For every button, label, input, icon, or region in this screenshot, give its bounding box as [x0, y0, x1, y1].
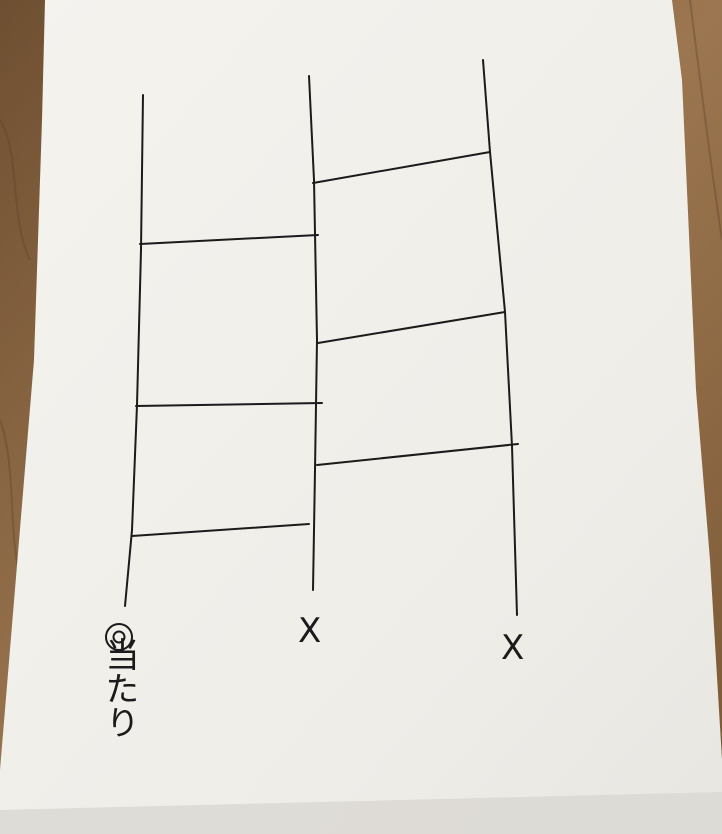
- rung-middle-right-1: [312, 151, 491, 184]
- middle-vertical-rail: [308, 75, 319, 591]
- double-circle-icon: [105, 623, 133, 651]
- left-result-label: 当たり: [99, 637, 139, 739]
- rung-left-middle-3: [131, 523, 310, 537]
- rung-left-middle-1: [139, 234, 319, 245]
- right-result-label: X: [501, 628, 524, 668]
- rung-left-middle-2: [135, 402, 323, 407]
- middle-result-label: X: [298, 611, 321, 651]
- rung-middle-right-2: [317, 311, 506, 344]
- rung-middle-right-3: [316, 443, 519, 466]
- paper-shadow-edge: [0, 792, 722, 834]
